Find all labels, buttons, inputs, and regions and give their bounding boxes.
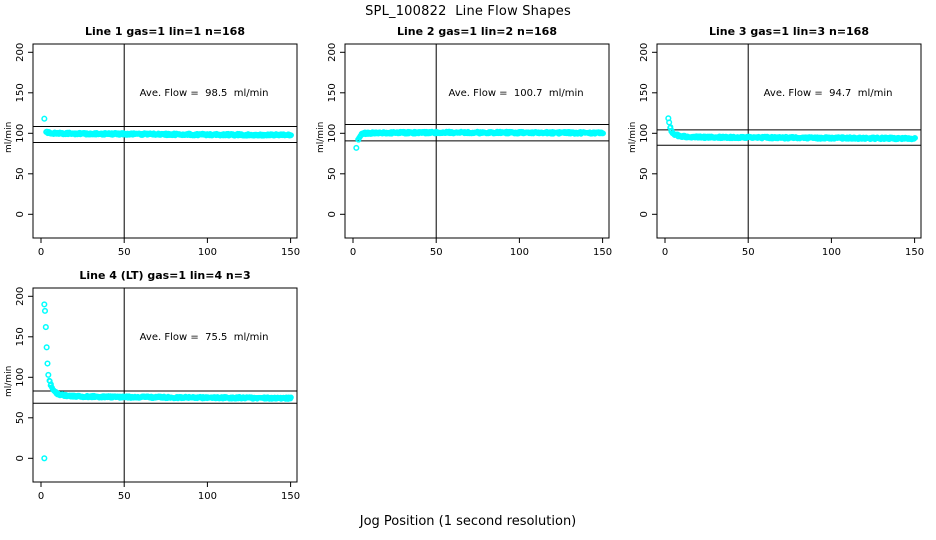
panel-title: Line 2 gas=1 lin=2 n=168 (397, 25, 557, 38)
x-tick-label: 50 (118, 247, 131, 258)
y-tick-label: 50 (15, 411, 26, 424)
outlier-point (44, 360, 51, 367)
x-tick-label: 0 (38, 491, 44, 502)
y-tick-label: 0 (15, 211, 26, 217)
x-tick-label: 150 (281, 491, 300, 502)
y-tick-label: 200 (15, 287, 26, 306)
x-tick-label: 100 (822, 247, 841, 258)
outlier-point (43, 344, 50, 351)
x-tick-label: 150 (281, 247, 300, 258)
panel-title: Line 3 gas=1 lin=3 n=168 (709, 25, 869, 38)
y-tick-label: 0 (327, 211, 338, 217)
y-tick-label: 0 (15, 455, 26, 461)
y-tick-label: 200 (327, 43, 338, 62)
x-tick-label: 50 (118, 491, 131, 502)
y-tick-label: 50 (327, 167, 338, 180)
data-point (288, 394, 294, 401)
y-tick-label: 100 (15, 368, 26, 387)
outlier-point (353, 144, 360, 151)
y-tick-label: 100 (639, 124, 650, 143)
y-axis-label: ml/min (4, 122, 14, 153)
panel-title: Line 4 (LT) gas=1 lin=4 n=3 (79, 269, 250, 282)
x-tick-label: 50 (742, 247, 755, 258)
panel-2: Line 2 gas=1 lin=2 n=168 0 50 100 150 0 50 100 1… (316, 25, 612, 258)
x-tick-label: 50 (430, 247, 443, 258)
x-tick-label: 100 (198, 491, 217, 502)
outlier-point (666, 119, 673, 126)
ave-flow-annotation: Ave. Flow = 75.5 ml/min (140, 332, 269, 343)
y-axis-label: ml/min (628, 122, 638, 153)
plot-box (32, 287, 298, 483)
y-tick-label: 150 (327, 83, 338, 102)
y-axis-label: ml/min (4, 366, 14, 397)
y-tick-label: 200 (639, 43, 650, 62)
x-tick-label: 150 (905, 247, 924, 258)
outlier-point (41, 455, 48, 462)
y-tick-label: 50 (639, 167, 650, 180)
data-point (912, 135, 918, 141)
outlier-point (41, 301, 48, 308)
y-tick-label: 200 (15, 43, 26, 62)
outlier-point (42, 324, 49, 331)
x-tick-label: 0 (662, 247, 668, 258)
outlier-point (41, 307, 49, 314)
panel-1: Line 1 gas=1 lin=1 n=168 0 50 100 150 0 50 100 1… (4, 25, 300, 258)
x-tick-label: 0 (350, 247, 356, 258)
y-tick-label: 150 (15, 327, 26, 346)
x-tick-label: 0 (38, 247, 44, 258)
ave-flow-annotation: Ave. Flow = 98.5 ml/min (140, 88, 269, 99)
outlier-point (41, 115, 48, 122)
plot-box (32, 43, 298, 239)
x-tick-label: 100 (510, 247, 529, 258)
y-tick-label: 50 (15, 167, 26, 180)
main-title: SPL_100822 Line Flow Shapes (365, 4, 571, 19)
y-tick-label: 0 (639, 211, 650, 217)
plot-box (656, 43, 922, 239)
y-tick-label: 150 (15, 83, 26, 102)
x-axis-label: Jog Position (1 second resolution) (359, 514, 577, 529)
ave-flow-annotation: Ave. Flow = 94.7 ml/min (764, 88, 893, 99)
data-point (600, 130, 606, 137)
panel-3: Line 3 gas=1 lin=3 n=168 0 50 100 150 0 50 100 1… (628, 25, 924, 258)
y-tick-label: 100 (15, 124, 26, 143)
y-tick-label: 150 (639, 83, 650, 102)
ave-flow-annotation: Ave. Flow = 100.7 ml/min (448, 88, 583, 99)
x-tick-label: 100 (198, 247, 217, 258)
x-tick-label: 150 (593, 247, 612, 258)
y-axis-label: ml/min (316, 122, 326, 153)
y-tick-label: 100 (327, 124, 338, 143)
panel-4: Line 4 (LT) gas=1 lin=4 n=3 0 50 100 150 0 50 1… (4, 269, 300, 502)
outlier-point (45, 371, 52, 378)
data-point (288, 132, 294, 138)
panel-title: Line 1 gas=1 lin=1 n=168 (85, 25, 245, 38)
